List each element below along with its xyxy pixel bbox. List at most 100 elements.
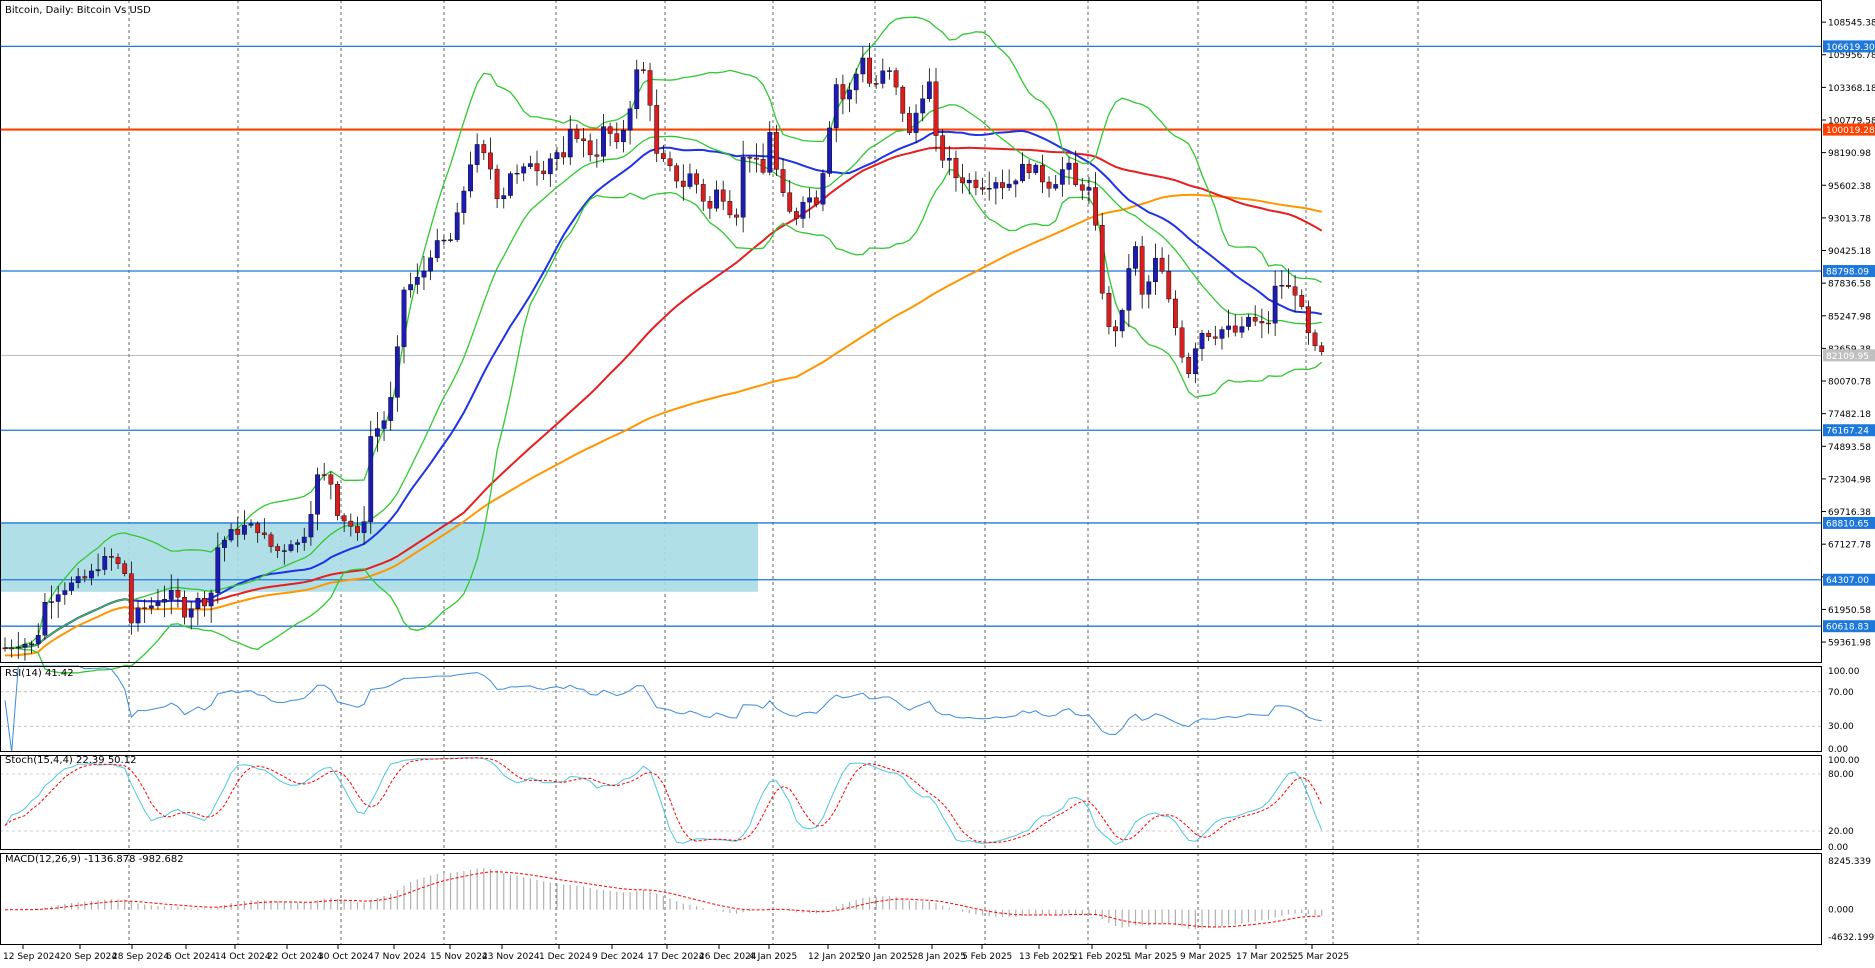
candle-body bbox=[382, 421, 386, 429]
candle-body bbox=[1014, 181, 1018, 184]
candle-body bbox=[262, 533, 266, 535]
price-level-tag-label: 68810.65 bbox=[1826, 519, 1869, 529]
candle-body bbox=[541, 171, 545, 174]
candle-body bbox=[588, 141, 592, 155]
macd-axis-label: 0.000 bbox=[1828, 906, 1854, 916]
candle-body bbox=[9, 648, 13, 649]
candle-body bbox=[142, 608, 146, 609]
candle-body bbox=[83, 576, 87, 578]
macd-axis-label: -4632.199 bbox=[1828, 933, 1874, 943]
candle-body bbox=[169, 590, 173, 599]
candle-body bbox=[1293, 287, 1297, 296]
candle-body bbox=[1107, 293, 1111, 326]
candle-body bbox=[1233, 326, 1237, 332]
time-tick-label: 5 Feb 2025 bbox=[962, 952, 1012, 962]
candle-body bbox=[847, 90, 851, 99]
candle-body bbox=[209, 593, 213, 606]
time-tick-label: 15 Nov 2024 bbox=[430, 952, 488, 962]
candle-body bbox=[1193, 349, 1197, 374]
candle-body bbox=[56, 595, 60, 602]
candle-body bbox=[236, 529, 240, 534]
candle-body bbox=[1007, 184, 1011, 188]
candle-body bbox=[302, 537, 306, 543]
candle-body bbox=[96, 570, 100, 571]
candle-body bbox=[1206, 333, 1210, 337]
candle-body bbox=[881, 71, 885, 84]
candle-body bbox=[1266, 323, 1270, 324]
candle-body bbox=[315, 475, 319, 515]
time-tick-label: 12 Sep 2024 bbox=[3, 952, 60, 962]
candle-body bbox=[1200, 333, 1204, 348]
candle-body bbox=[661, 153, 665, 158]
price-tick-label: 93013.78 bbox=[1828, 214, 1871, 224]
candle-body bbox=[342, 516, 346, 521]
candle-body bbox=[1060, 169, 1064, 184]
time-tick-label: 28 Jan 2025 bbox=[912, 952, 966, 962]
candle-body bbox=[1226, 326, 1230, 330]
candle-body bbox=[768, 132, 772, 172]
candle-body bbox=[189, 609, 193, 617]
candle-body bbox=[1080, 185, 1084, 191]
candle-body bbox=[36, 635, 40, 643]
price-tick-label: 61950.58 bbox=[1828, 606, 1871, 616]
candle-body bbox=[801, 202, 805, 218]
candle-body bbox=[1160, 258, 1164, 271]
candle-body bbox=[714, 190, 718, 208]
candle-body bbox=[349, 521, 353, 526]
candle-body bbox=[229, 529, 233, 540]
candle-body bbox=[282, 551, 286, 552]
candle-body bbox=[681, 181, 685, 187]
candle-body bbox=[222, 540, 226, 548]
candle-body bbox=[528, 164, 532, 167]
candle-body bbox=[1087, 187, 1091, 190]
candle-body bbox=[408, 284, 412, 289]
price-tick-label: 80070.78 bbox=[1828, 378, 1871, 388]
candle-body bbox=[389, 397, 393, 420]
candle-body bbox=[89, 571, 93, 578]
candle-body bbox=[821, 173, 825, 204]
candle-body bbox=[1273, 286, 1277, 323]
candle-body bbox=[1127, 268, 1131, 310]
candle-body bbox=[149, 606, 153, 609]
candle-body bbox=[1020, 164, 1024, 181]
candle-body bbox=[182, 597, 186, 617]
candle-body bbox=[974, 180, 978, 188]
price-tick-label: 77482.18 bbox=[1828, 410, 1871, 420]
candle-body bbox=[176, 590, 180, 597]
candle-body bbox=[934, 82, 938, 136]
candle-body bbox=[914, 113, 918, 133]
candle-body bbox=[774, 132, 778, 169]
time-tick-label: 12 Jan 2025 bbox=[808, 952, 862, 962]
candle-body bbox=[29, 644, 33, 645]
candle-body bbox=[1180, 328, 1184, 357]
candle-body bbox=[508, 174, 512, 196]
price-tick-label: 74893.58 bbox=[1828, 443, 1871, 453]
candle-body bbox=[462, 191, 466, 213]
time-tick-label: 21 Feb 2025 bbox=[1072, 952, 1128, 962]
stoch-axis-label: 20.00 bbox=[1828, 827, 1854, 837]
candle-body bbox=[655, 105, 659, 153]
rsi-axis-label: 100.00 bbox=[1828, 667, 1860, 677]
candle-body bbox=[415, 277, 419, 284]
candle-body bbox=[3, 648, 7, 649]
rsi-label: RSI(14) 41.42 bbox=[5, 668, 74, 679]
candle-body bbox=[701, 184, 705, 201]
candle-body bbox=[1173, 299, 1177, 328]
candle-body bbox=[1120, 310, 1124, 331]
candle-body bbox=[827, 128, 831, 173]
candle-body bbox=[1067, 163, 1071, 169]
candle-body bbox=[1054, 184, 1058, 188]
candle-body bbox=[1187, 357, 1191, 374]
candle-body bbox=[1073, 163, 1077, 185]
candle-body bbox=[994, 182, 998, 188]
price-level-tag-label: 64307.00 bbox=[1826, 576, 1869, 586]
candle-body bbox=[289, 545, 293, 551]
candle-body bbox=[162, 599, 166, 602]
time-tick-label: 25 Mar 2025 bbox=[1292, 952, 1349, 962]
candle-body bbox=[275, 546, 279, 550]
time-tick-label: 1 Mar 2025 bbox=[1126, 952, 1177, 962]
price-tick-label: 95602.38 bbox=[1828, 182, 1871, 192]
candle-body bbox=[940, 136, 944, 161]
